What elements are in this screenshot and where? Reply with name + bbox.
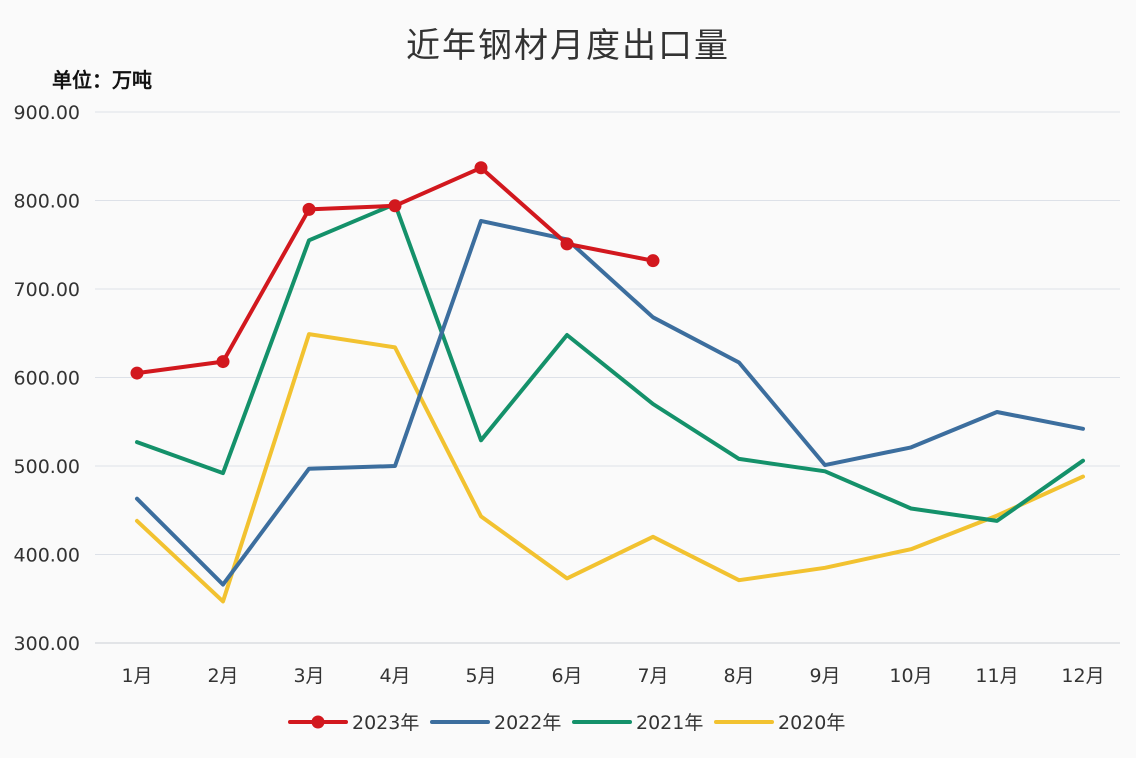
x-tick-label: 10月 [889, 665, 932, 687]
x-tick-label: 6月 [551, 665, 582, 687]
y-tick-label: 700.00 [14, 279, 80, 301]
data-point-2023年 [302, 202, 316, 216]
data-point-2023年 [560, 237, 574, 251]
y-tick-label: 300.00 [14, 633, 80, 655]
legend-label: 2020年 [778, 712, 845, 734]
x-tick-label: 3月 [293, 665, 324, 687]
legend-marker-2023年 [311, 715, 325, 729]
y-tick-label: 400.00 [14, 545, 80, 567]
legend-label: 2022年 [494, 712, 561, 734]
legend-label: 2021年 [636, 712, 703, 734]
series-line-2022年 [135, 218, 1085, 587]
chart-title: 近年钢材月度出口量 [406, 26, 730, 66]
y-tick-label: 500.00 [14, 456, 80, 478]
x-tick-label: 9月 [809, 665, 840, 687]
x-tick-label: 5月 [465, 665, 496, 687]
x-tick-label: 1月 [121, 665, 152, 687]
data-point-2023年 [130, 366, 144, 380]
unit-label: 单位：万吨 [52, 68, 152, 92]
series-line-2020年 [135, 332, 1085, 604]
legend-label: 2023年 [352, 712, 419, 734]
y-tick-label: 600.00 [14, 368, 80, 390]
x-tick-label: 11月 [975, 665, 1018, 687]
x-tick-label: 12月 [1061, 665, 1104, 687]
data-point-2023年 [646, 254, 660, 268]
data-point-2023年 [474, 161, 488, 175]
y-tick-label: 800.00 [14, 191, 80, 213]
series-line-2021年 [135, 202, 1085, 523]
data-point-2023年 [388, 199, 402, 213]
y-tick-label: 900.00 [14, 102, 80, 124]
data-point-2023年 [216, 355, 230, 369]
x-tick-label: 8月 [723, 665, 754, 687]
x-tick-label: 2月 [207, 665, 238, 687]
x-tick-label: 7月 [637, 665, 668, 687]
x-tick-label: 4月 [379, 665, 410, 687]
